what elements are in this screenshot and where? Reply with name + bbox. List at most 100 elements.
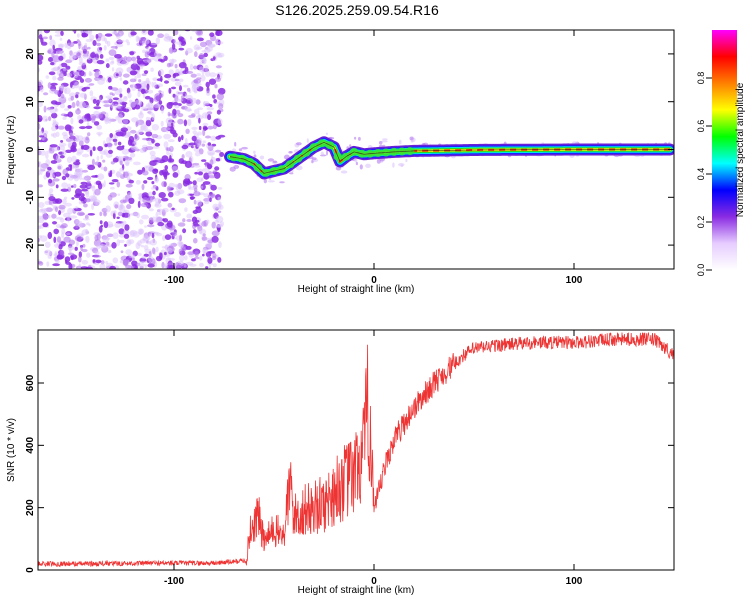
noise-dot	[152, 168, 159, 174]
noise-dot	[155, 37, 160, 45]
noise-dot	[67, 245, 75, 251]
snr-y-axis-label: SNR (10 * v/v)	[6, 418, 17, 482]
noise-dot	[172, 231, 177, 237]
noise-dot	[122, 171, 126, 178]
noise-dot	[70, 95, 75, 101]
noise-dot	[96, 103, 100, 107]
noise-dot	[78, 101, 86, 109]
noise-dot	[31, 262, 37, 269]
noise-dot	[212, 94, 216, 99]
noise-dot	[96, 155, 100, 161]
noise-dot	[123, 73, 130, 78]
noise-dot	[66, 73, 73, 78]
noise-dot	[140, 245, 145, 248]
noise-dot	[122, 96, 128, 102]
y-tick-label: 400	[25, 437, 36, 454]
noise-dot	[141, 81, 147, 85]
ridge-scatter-dot	[234, 141, 237, 147]
noise-dot	[126, 175, 131, 181]
noise-dot	[57, 125, 65, 130]
noise-dot	[174, 63, 178, 69]
noise-dot	[124, 156, 132, 161]
noise-dot	[203, 172, 210, 180]
noise-dot	[156, 56, 165, 60]
noise-dot	[30, 142, 33, 145]
noise-dot	[184, 255, 188, 261]
noise-dot	[195, 115, 204, 120]
noise-dot	[133, 161, 141, 166]
noise-dot	[187, 251, 195, 256]
noise-dot	[142, 170, 149, 176]
noise-dot	[52, 66, 60, 72]
noise-dot	[112, 232, 119, 240]
noise-dot	[143, 180, 148, 184]
noise-dot	[60, 140, 64, 143]
noise-dot	[106, 233, 114, 238]
noise-dot	[203, 248, 206, 256]
noise-dot	[172, 172, 179, 178]
ridge-scatter-dot	[326, 150, 328, 156]
ridge-scatter-dot	[409, 136, 414, 141]
noise-dot	[82, 243, 86, 248]
noise-dot	[103, 100, 111, 104]
noise-dot	[216, 224, 221, 228]
noise-dot	[122, 118, 129, 124]
noise-dot	[200, 74, 206, 82]
noise-dot	[61, 182, 68, 189]
noise-dot	[130, 129, 137, 134]
noise-dot	[129, 78, 137, 83]
noise-dot	[30, 218, 37, 224]
noise-dot	[68, 41, 75, 48]
noise-dot	[196, 199, 203, 207]
noise-dot	[178, 248, 183, 254]
y-tick-label: 0	[25, 567, 36, 573]
noise-dot	[202, 168, 210, 173]
noise-dot	[29, 157, 35, 161]
noise-dot	[103, 237, 111, 241]
noise-dot	[168, 113, 174, 116]
noise-dot	[193, 147, 201, 152]
noise-dot	[53, 236, 57, 243]
noise-dot	[144, 70, 148, 74]
noise-dot	[139, 148, 146, 153]
noise-dot	[137, 196, 142, 200]
noise-dot	[207, 142, 212, 146]
noise-dot	[68, 239, 76, 246]
noise-dot	[164, 80, 169, 84]
noise-dot	[61, 94, 65, 99]
noise-dot	[137, 91, 141, 98]
noise-dot	[166, 35, 174, 41]
noise-dot	[182, 218, 186, 223]
noise-dot	[45, 75, 50, 79]
noise-dot	[29, 267, 33, 271]
snr-series-line	[38, 332, 674, 568]
snr-y-ticks: 0 200 400 600	[25, 374, 674, 573]
noise-dot	[194, 171, 199, 175]
noise-dot	[98, 133, 101, 137]
noise-dot	[217, 134, 226, 138]
noise-dot	[127, 212, 131, 220]
noise-dot	[218, 106, 223, 111]
noise-dot	[164, 73, 172, 79]
noise-dot	[150, 187, 156, 190]
noise-dot	[112, 138, 118, 143]
noise-dot	[28, 231, 33, 238]
noise-dot	[188, 142, 196, 146]
noise-dot	[92, 259, 96, 263]
noise-dot	[167, 158, 175, 163]
noise-dot	[191, 135, 197, 142]
noise-dot	[54, 90, 60, 95]
noise-dot	[52, 263, 60, 267]
noise-dot	[82, 218, 90, 221]
noise-dot	[218, 241, 222, 249]
noise-dot	[214, 149, 222, 153]
noise-dot	[134, 99, 142, 106]
noise-dot	[108, 85, 113, 90]
noise-dot	[192, 210, 198, 214]
noise-dot	[139, 261, 147, 264]
noise-dot	[78, 173, 83, 181]
noise-dot	[110, 45, 118, 49]
noise-dot	[99, 97, 102, 103]
noise-dot	[192, 162, 200, 166]
noise-dot	[179, 254, 185, 262]
